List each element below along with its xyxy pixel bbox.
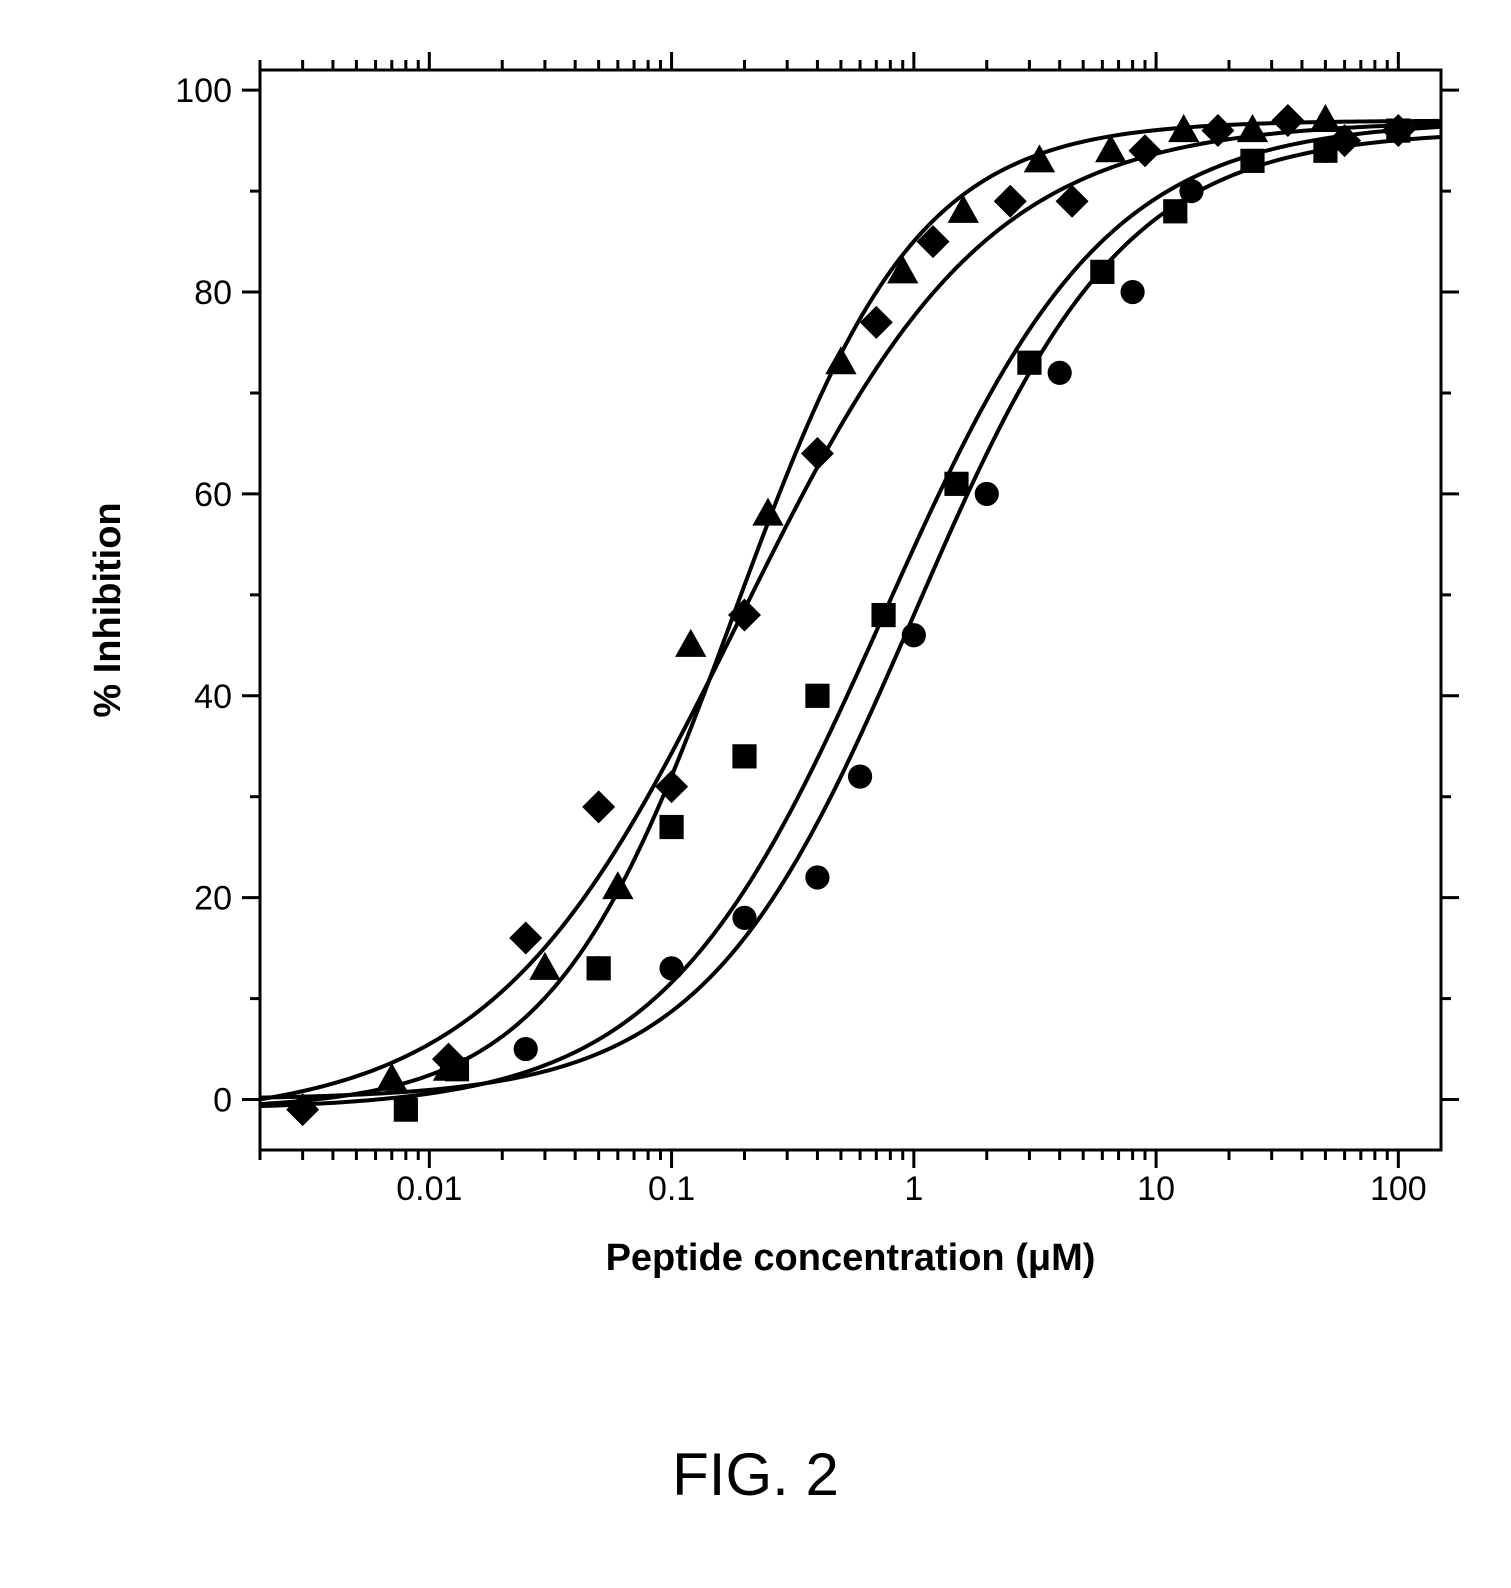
curve-diamond: [260, 124, 1441, 1099]
curve-circle: [260, 137, 1441, 1098]
svg-text:Peptide concentration (μM): Peptide concentration (μM): [606, 1237, 1096, 1279]
svg-text:60: 60: [194, 476, 232, 514]
curve-square: [260, 127, 1441, 1106]
figure-container: 0 20 40 60 80 100 0.01 0.1 1 10 100 Peptide concent…: [0, 0, 1511, 1588]
svg-text:100: 100: [175, 72, 232, 110]
dose-response-chart: 0 20 40 60 80 100 0.01 0.1 1 10 100 Peptide concent…: [0, 0, 1511, 1380]
svg-text:80: 80: [194, 274, 232, 312]
svg-text:100: 100: [1370, 1170, 1427, 1208]
svg-text:40: 40: [194, 678, 232, 716]
figure-caption: FIG. 2: [0, 1440, 1511, 1509]
svg-text:0.1: 0.1: [648, 1170, 695, 1208]
curve-triangle: [260, 121, 1441, 1104]
svg-text:10: 10: [1137, 1170, 1175, 1208]
svg-text:20: 20: [194, 880, 232, 918]
svg-text:0.01: 0.01: [396, 1170, 462, 1208]
svg-text:0: 0: [213, 1082, 232, 1120]
svg-text:1: 1: [904, 1170, 923, 1208]
svg-text:% Inhibition: % Inhibition: [87, 502, 129, 717]
